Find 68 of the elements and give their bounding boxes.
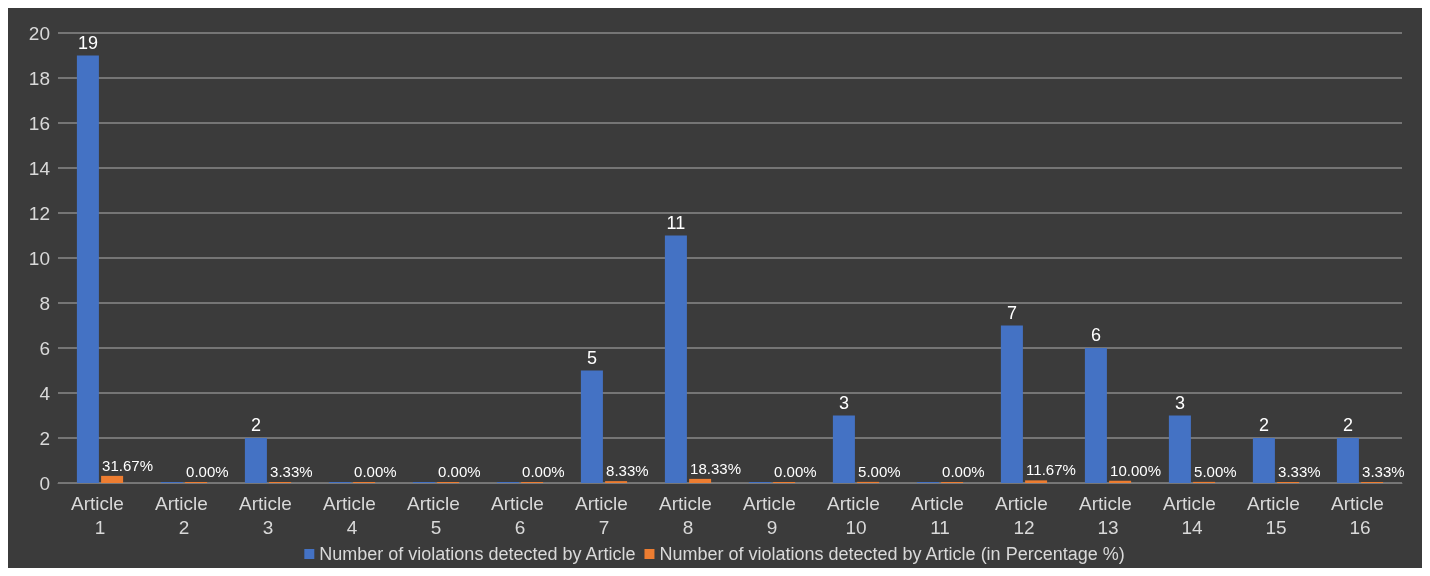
data-label: 2 xyxy=(1342,415,1353,435)
bar xyxy=(580,370,603,483)
data-label: 3.33% xyxy=(270,463,313,480)
data-label: 11.67% xyxy=(1026,461,1076,479)
data-label: 3 xyxy=(838,392,849,413)
y-tick-label: 16 xyxy=(28,112,50,134)
data-label: 6 xyxy=(1090,325,1101,345)
data-label: 10.00% xyxy=(1110,461,1161,479)
bar xyxy=(1000,325,1023,483)
y-tick-label: 6 xyxy=(39,337,50,359)
y-tick-label: 20 xyxy=(28,22,50,44)
data-label: 7 xyxy=(1006,302,1017,323)
data-label: 3 xyxy=(1174,392,1185,413)
bar xyxy=(832,415,855,483)
bar xyxy=(76,55,99,483)
data-label: 3.33% xyxy=(1362,463,1405,480)
y-tick-label: 14 xyxy=(28,157,51,179)
data-label: 31.67% xyxy=(102,456,153,474)
y-tick-label: 10 xyxy=(28,247,50,269)
data-label: 5.00% xyxy=(858,462,901,480)
x-tick-label: Article 2 xyxy=(154,492,214,538)
y-tick-label: 4 xyxy=(39,382,51,404)
data-label: 0.00% xyxy=(438,463,481,480)
bar xyxy=(1168,415,1191,483)
y-tick-label: 2 xyxy=(39,427,50,449)
data-label: 3.33% xyxy=(1278,463,1321,480)
x-tick-label: Article 16 xyxy=(1330,492,1390,538)
data-label: 0.00% xyxy=(354,463,397,480)
data-label: 0.00% xyxy=(522,463,565,480)
x-tick-label: Article 6 xyxy=(490,492,550,538)
x-tick-label: Article 5 xyxy=(406,492,466,538)
x-tick-label: Article 1 xyxy=(70,492,130,538)
y-tick-label: 0 xyxy=(39,472,50,494)
bar xyxy=(101,475,124,483)
data-label: 0.00% xyxy=(186,463,229,480)
bar xyxy=(664,235,687,483)
x-tick-label: Article 3 xyxy=(238,492,298,538)
x-tick-label: Article 14 xyxy=(1162,492,1222,538)
bar xyxy=(1336,438,1359,483)
data-label: 2 xyxy=(250,415,261,435)
data-label: 19 xyxy=(77,32,98,53)
legend-label: Number of violations detected by Article (in Percentage %) xyxy=(659,544,1125,564)
data-label: 0.00% xyxy=(942,463,985,480)
x-tick-label: Article 9 xyxy=(742,492,802,538)
x-tick-label: Article 8 xyxy=(658,492,718,538)
data-label: 5 xyxy=(586,347,597,368)
bar xyxy=(1025,480,1048,483)
x-tick-label: Article 15 xyxy=(1246,492,1306,538)
x-tick-label: Article 7 xyxy=(574,492,634,538)
x-tick-label: Article 11 xyxy=(910,492,970,538)
data-label: 0.00% xyxy=(774,463,817,480)
y-tick-label: 12 xyxy=(28,202,50,224)
x-tick-label: Article 12 xyxy=(994,492,1054,538)
data-label: 5.00% xyxy=(1194,462,1237,480)
data-label: 11 xyxy=(666,212,686,233)
y-tick-label: 8 xyxy=(39,292,50,314)
bar xyxy=(1252,438,1275,483)
bar xyxy=(244,438,267,483)
bar xyxy=(1084,348,1107,483)
data-label: 18.33% xyxy=(690,459,741,477)
data-label: 2 xyxy=(1258,415,1269,435)
y-tick-label: 18 xyxy=(28,67,50,89)
legend-label: Number of violations detected by Article xyxy=(319,544,636,564)
x-tick-label: Article 4 xyxy=(322,492,382,538)
data-label: 8.33% xyxy=(606,462,649,480)
x-tick-label: Article 13 xyxy=(1078,492,1138,538)
bar xyxy=(689,478,712,483)
x-tick-label: Article 10 xyxy=(826,492,886,538)
